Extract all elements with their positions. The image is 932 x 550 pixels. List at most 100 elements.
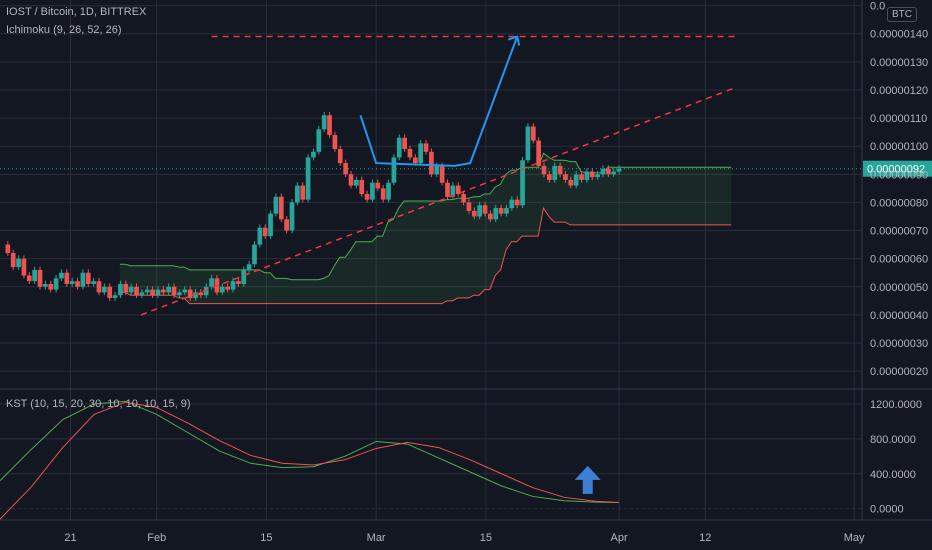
candle-body <box>155 289 161 296</box>
candle-body <box>611 171 617 175</box>
candle-body <box>353 179 359 186</box>
ichimoku-cloud <box>119 153 732 304</box>
price-tick-label: 0.00000140 <box>870 29 928 41</box>
candle-body <box>573 174 579 186</box>
price-tick-label: 0.00000080 <box>870 197 928 209</box>
candle-body <box>177 292 182 296</box>
candle-body <box>418 143 424 164</box>
candle-body <box>144 289 150 293</box>
candle-body <box>589 171 595 178</box>
candle-body <box>43 283 48 287</box>
candle-body <box>375 182 381 189</box>
candle-body <box>10 253 16 268</box>
ichimoku-span-a <box>119 152 732 281</box>
price-tick-label: 0.00000100 <box>870 141 928 153</box>
time-tick-label: 12 <box>699 532 711 544</box>
candle-body <box>552 165 558 180</box>
candle-body <box>300 185 306 200</box>
candle-body <box>252 244 257 265</box>
candle-body <box>461 194 466 203</box>
candle-body <box>455 185 461 194</box>
candle-body <box>605 168 611 175</box>
candle-body <box>557 165 563 175</box>
candle-body <box>193 292 198 299</box>
candle-body <box>134 286 139 296</box>
price-tick-label: 0.00000130 <box>870 57 928 69</box>
kst-tick-label: 0.0000 <box>870 504 904 516</box>
candle-body <box>37 269 43 287</box>
candle-body <box>69 281 75 284</box>
candle-body <box>498 208 504 214</box>
candle-body <box>32 269 37 282</box>
time-tick-label: Apr <box>611 532 628 544</box>
up-arrow-icon <box>574 465 601 494</box>
support-trendline[interactable] <box>140 86 737 316</box>
candle-body <box>348 174 354 186</box>
candle-body <box>321 115 327 130</box>
kst-signal-line <box>0 401 620 520</box>
time-tick-label: 21 <box>64 532 76 544</box>
candle-body <box>209 278 214 287</box>
candle-body <box>139 292 145 296</box>
kst-tick-label: 400.0000 <box>870 469 916 481</box>
candle-body <box>530 126 536 141</box>
candle-body <box>520 160 525 206</box>
candle-body <box>219 286 225 293</box>
candle-body <box>412 157 418 164</box>
candle-body <box>236 281 241 284</box>
candle-body <box>5 244 11 254</box>
ichimoku-legend: Ichimoku (9, 26, 52, 26) <box>6 24 122 36</box>
candle-body <box>112 295 118 299</box>
candle-body <box>171 286 177 296</box>
candle-body <box>595 174 600 178</box>
candle-body <box>509 199 515 209</box>
candle-body <box>391 157 397 183</box>
candle-body <box>471 210 477 217</box>
candle-body <box>59 272 64 279</box>
candle-body <box>166 286 172 293</box>
candle-body <box>337 149 343 164</box>
symbol-title: IOST / Bitcoin, 1D, BITTREX <box>6 6 147 18</box>
candle-body <box>450 185 456 197</box>
candle-body <box>600 168 606 175</box>
candle-body <box>273 196 279 214</box>
kst-legend: KST (10, 15, 20, 30, 10, 10, 10, 15, 9) <box>6 398 191 410</box>
candle-body <box>386 182 391 200</box>
currency-badge[interactable]: BTC <box>887 7 917 22</box>
candle-body <box>26 275 32 282</box>
candle-body <box>268 213 273 237</box>
candle-body <box>80 272 86 287</box>
candle-body <box>380 188 386 200</box>
candle-body <box>53 278 59 290</box>
candle-body <box>246 264 252 270</box>
last-price-tag <box>863 160 932 177</box>
candle-body <box>305 157 311 200</box>
candle-body <box>160 289 166 293</box>
candle-body <box>230 281 236 290</box>
candle-body <box>370 182 375 200</box>
candle-body <box>85 272 91 284</box>
projection-arrow-head <box>507 35 521 46</box>
candle-body <box>396 137 402 158</box>
candle-body <box>311 151 316 158</box>
candle-body <box>278 196 284 220</box>
candle-body <box>493 208 499 220</box>
projection-path[interactable] <box>359 36 519 167</box>
candle-body <box>262 227 268 237</box>
candle-body <box>568 179 574 186</box>
candle-body <box>359 179 365 194</box>
candle-body <box>225 286 231 290</box>
candle-body <box>150 289 155 296</box>
time-tick-label: 15 <box>480 532 492 544</box>
candle-body <box>107 286 113 299</box>
candle-body <box>514 199 520 206</box>
candle-body <box>445 182 450 197</box>
candle-body <box>64 272 70 284</box>
candle-body <box>128 286 134 293</box>
candle-body <box>187 289 193 299</box>
candle-body <box>488 213 493 220</box>
candle-body <box>75 281 80 287</box>
candle-body <box>563 174 568 180</box>
candle-body <box>101 286 107 293</box>
